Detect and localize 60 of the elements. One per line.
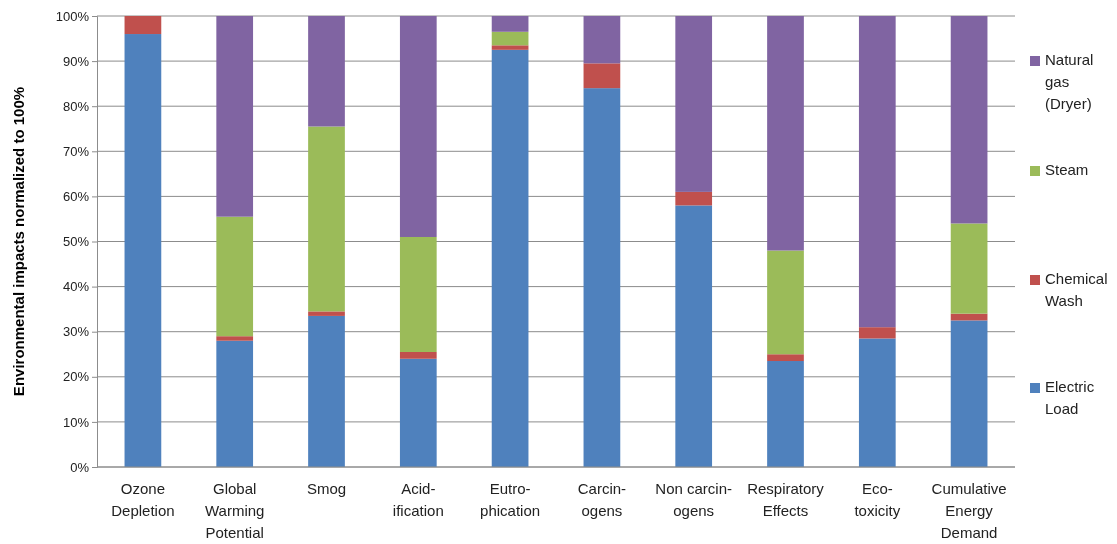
bar	[675, 191, 713, 206]
bar	[399, 352, 437, 359]
bar	[308, 16, 345, 127]
bar	[858, 327, 896, 339]
x-tick-label: Global Warming Potential	[204, 480, 265, 541]
legend-label: Chemical Wash	[1045, 270, 1108, 309]
bar	[950, 16, 988, 224]
bar	[399, 358, 437, 467]
x-tick-label: Eutro- phication	[480, 480, 541, 519]
y-tick-label: 70%	[62, 143, 90, 159]
bar	[216, 16, 254, 217]
bar	[491, 49, 529, 467]
bar	[767, 361, 804, 467]
x-tick-label: Eco- toxicity	[854, 480, 901, 519]
x-tick-label: Acid- ification	[392, 480, 444, 519]
bar	[491, 16, 529, 32]
bar	[399, 16, 437, 237]
y-tick-label: 20%	[62, 369, 90, 385]
bar	[216, 340, 254, 467]
legend-label: Steam	[1045, 161, 1089, 178]
legend-label: Electric Load	[1045, 378, 1095, 417]
bar	[767, 354, 804, 362]
y-tick-label: 80%	[62, 98, 90, 114]
bar	[675, 16, 713, 192]
bar	[583, 88, 621, 467]
y-tick-label: 30%	[62, 324, 90, 340]
y-axis-title: Environmental impacts normalized to 100%	[10, 86, 27, 397]
bar	[858, 16, 896, 328]
bar	[767, 250, 804, 355]
bar	[950, 320, 988, 467]
y-tick-label: 90%	[62, 53, 90, 69]
y-tick-label: 0%	[70, 459, 90, 475]
bar	[216, 336, 254, 341]
bar	[583, 63, 621, 89]
bar	[767, 16, 804, 251]
x-tick-label: Smog	[306, 480, 347, 497]
bar	[124, 34, 162, 467]
bar	[858, 338, 896, 467]
bar	[216, 216, 254, 337]
bar	[675, 205, 713, 467]
bar	[308, 315, 345, 467]
x-tick-label: Ozone Depletion	[111, 480, 175, 519]
bar	[950, 223, 988, 314]
bar	[124, 16, 162, 35]
bar	[491, 45, 529, 50]
x-tick-label: Carcin- ogens	[577, 480, 627, 519]
bar	[583, 16, 621, 64]
y-tick-label: 100%	[55, 8, 90, 24]
y-tick-label: 50%	[62, 234, 90, 250]
x-tick-label: Cumulative Energy Demand	[931, 480, 1007, 541]
y-tick-label: 40%	[62, 279, 90, 295]
bar	[308, 126, 345, 312]
x-tick-label: Respiratory Effects	[747, 480, 825, 519]
bar	[308, 311, 345, 316]
y-tick-label: 60%	[62, 189, 90, 205]
legend-label: Natural gas (Dryer)	[1045, 51, 1094, 112]
y-tick-label: 10%	[62, 414, 90, 430]
bar	[399, 236, 437, 352]
bar	[491, 31, 529, 46]
x-tick-label: Non carcin- ogens	[655, 480, 733, 519]
